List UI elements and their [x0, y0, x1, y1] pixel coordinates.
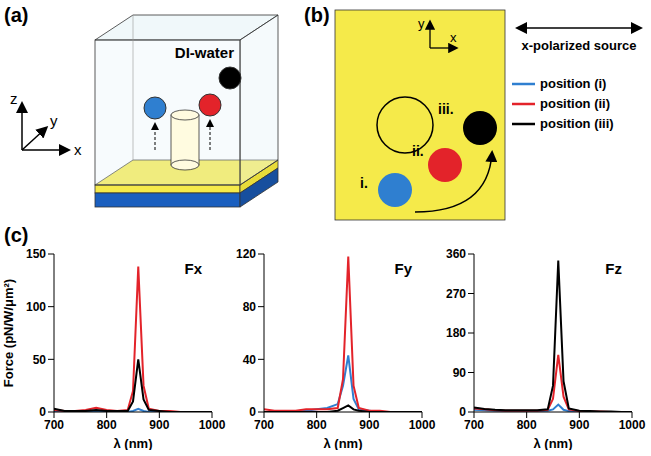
svg-text:40: 40 — [243, 353, 257, 367]
svg-text:0: 0 — [249, 405, 256, 419]
svg-text:180: 180 — [446, 326, 466, 340]
svg-text:900: 900 — [569, 418, 589, 432]
html-text:Fy: Fy — [394, 260, 412, 277]
svg-text:0: 0 — [459, 405, 466, 419]
svg-text:900: 900 — [149, 418, 169, 432]
svg-text:50: 50 — [33, 353, 47, 367]
html-text:Fz: Fz — [605, 260, 622, 277]
svg-text:270: 270 — [446, 287, 466, 301]
svg-text:Force (pN/W/μm²): Force (pN/W/μm²) — [1, 279, 16, 387]
svg-text:position (i): position (i) — [540, 76, 606, 91]
svg-text:80: 80 — [243, 300, 257, 314]
svg-text:800: 800 — [517, 418, 537, 432]
svg-text:900: 900 — [359, 418, 379, 432]
svg-text:iii.: iii. — [438, 101, 454, 117]
svg-text:90: 90 — [453, 366, 467, 380]
svg-text:(a): (a) — [4, 4, 28, 26]
svg-text:position (iii): position (iii) — [540, 116, 614, 131]
svg-text:z: z — [10, 90, 18, 107]
svg-text:1000: 1000 — [199, 418, 226, 432]
svg-text:DI-water: DI-water — [175, 44, 234, 61]
svg-text:λ (nm): λ (nm) — [324, 436, 363, 450]
svg-text:1000: 1000 — [409, 418, 436, 432]
svg-text:y: y — [50, 112, 58, 129]
svg-text:100: 100 — [26, 300, 46, 314]
svg-text:0: 0 — [39, 405, 46, 419]
html-text:(c): (c) — [4, 224, 29, 246]
svg-text:x: x — [450, 30, 457, 45]
svg-text:800: 800 — [97, 418, 117, 432]
svg-text:1000: 1000 — [619, 418, 646, 432]
svg-text:800: 800 — [307, 418, 327, 432]
svg-text:λ (nm): λ (nm) — [114, 436, 153, 450]
svg-text:700: 700 — [44, 418, 64, 432]
html-text:Fx: Fx — [184, 260, 202, 277]
svg-text:i.: i. — [360, 175, 368, 191]
svg-text:ii.: ii. — [412, 143, 424, 159]
svg-text:(b): (b) — [304, 4, 330, 26]
svg-text:700: 700 — [254, 418, 274, 432]
svg-text:y: y — [418, 16, 425, 31]
svg-text:700: 700 — [464, 418, 484, 432]
svg-text:150: 150 — [26, 247, 46, 261]
svg-text:position (ii): position (ii) — [540, 96, 610, 111]
svg-text:360: 360 — [446, 247, 466, 261]
svg-text:x: x — [74, 141, 82, 158]
svg-text:x-polarized source: x-polarized source — [522, 38, 637, 53]
svg-text:120: 120 — [236, 247, 256, 261]
svg-text:λ (nm): λ (nm) — [534, 436, 573, 450]
